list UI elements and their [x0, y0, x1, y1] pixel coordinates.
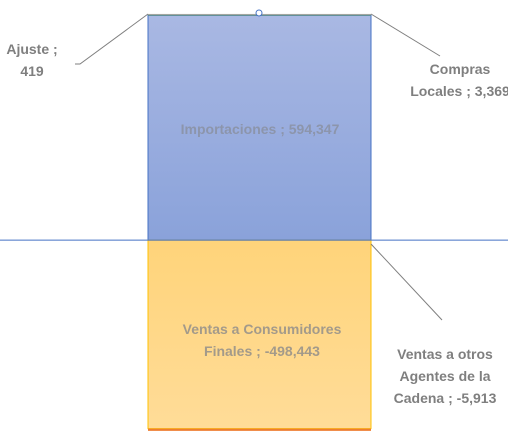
marks: [147, 13, 372, 431]
leader-line: [370, 13, 441, 57]
leader-line: [370, 243, 443, 321]
bar-segment: [147, 14, 372, 241]
data-label: Ventas a Consumidores Finales ; -498,443: [183, 321, 342, 359]
data-label: Ajuste ; 419: [6, 41, 57, 79]
bar-segment: [148, 428, 371, 431]
labels: Importaciones ; 594,347 Compras Locales ; …: [6, 9, 508, 406]
bar-segment: [147, 239, 372, 430]
data-label: Ventas a otros Agentes de la Cadena ; -5,9…: [394, 346, 497, 406]
leader-line: [75, 13, 149, 65]
data-label: Compras Locales ; 3,369: [410, 61, 508, 99]
marker-dot: [255, 9, 263, 17]
data-label: Importaciones ; 594,347: [181, 121, 340, 137]
